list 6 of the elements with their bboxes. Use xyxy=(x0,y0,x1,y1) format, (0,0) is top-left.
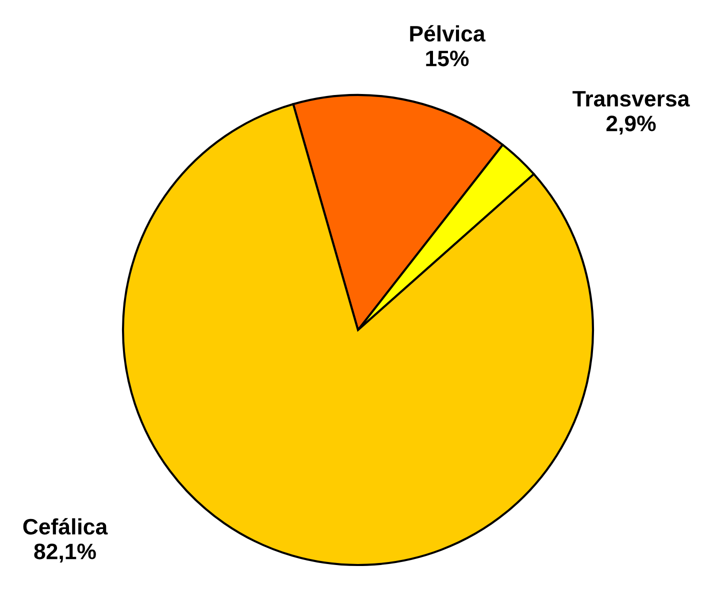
data-label: 2,9% xyxy=(606,116,656,135)
data-label: 15% xyxy=(426,50,469,66)
slice-label: Transversa xyxy=(572,91,690,107)
slice-label: Cefálica xyxy=(23,518,108,535)
data-label: 82,1% xyxy=(34,544,96,563)
slice-label: Pélvica xyxy=(410,25,486,42)
